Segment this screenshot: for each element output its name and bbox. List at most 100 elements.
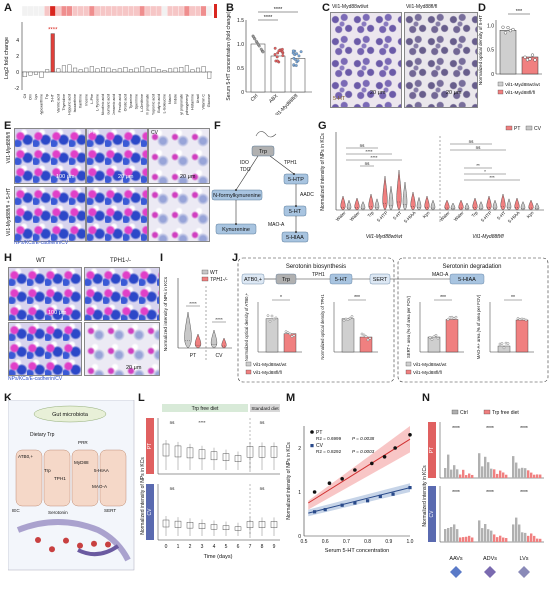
a-bar [106,67,111,73]
n-trp-bar [539,538,542,542]
n-star: **** [520,490,528,496]
j-node-sert-text: SERT [373,277,388,283]
g-violin-cv [374,198,380,211]
l-sig-label: ns [170,486,176,491]
j-enzyme-maoa: MAO-A [432,272,449,278]
k-iec-cell [43,449,71,507]
a-xtick: Sodium propionate [146,94,150,115]
j-point [504,341,508,345]
k-serotonin-dot [63,537,69,544]
b-point [253,37,257,41]
m-cv-point [408,486,412,490]
j-point [430,338,434,341]
g-sig-label: *** [489,175,495,180]
g-violin-pt [382,175,388,211]
f-node-5ht-text: 5-HT [289,209,302,215]
a-bar [128,69,133,73]
n-trp-bar [496,537,499,542]
he-image-wt [330,12,402,108]
g-sig-label: ns [365,161,371,166]
panel-label-a: A [4,2,12,14]
k-serotonin-dot [77,542,83,549]
a-xtick: L-Isoleucine [163,94,167,113]
g-violin-cv [450,202,456,211]
g-violin-cv [416,196,422,211]
j-legend-swatch [245,361,252,367]
b-point [276,59,279,63]
heatmap-cell [105,5,112,17]
m-pt-point [353,468,357,472]
k-serotonin-dot [49,546,55,553]
e-scale-1: 100 μm [56,174,75,180]
m-legend-cv-name: CV [316,443,324,449]
n-trp-bar [527,535,530,542]
j-point [274,316,278,320]
panel-label-l: L [138,392,145,404]
n-trp-bar [533,535,536,542]
heatmap-cell [88,5,95,17]
h-scale-2: 20 μm [126,365,142,371]
m-legend-cv-r2: R2 = 0.8292 [316,449,342,454]
a-bar [61,65,66,73]
l-sig-label: **** [198,420,205,425]
a-bar [184,65,189,73]
e-col-cv: CV [151,130,158,136]
b-point [254,39,258,43]
l-bar-label: Standard diet [251,406,279,411]
a-star: **** [48,28,58,34]
h-tph1-zoom [84,322,160,376]
j-ylabel: SERT+ area (% of area per FOV) [406,295,411,358]
n-row-tag [428,422,436,478]
b-point [299,50,303,54]
l-xtick: 7 [249,544,252,550]
a-bar [117,68,122,73]
g-xtick: 5-HTP [480,210,493,223]
b-star: **** [264,15,273,21]
n-ctrl-bar [518,468,521,478]
b-point [297,54,301,58]
d-point [501,25,505,29]
a-bar [145,68,150,73]
n-ctrl-bar [481,528,484,542]
a-xtick: L-Tyrosine [95,94,99,111]
j-point [446,318,450,321]
c-scale-bar: 20 μm [370,90,386,96]
a-ytick: 0 [16,70,19,76]
i-xtick: CV [216,353,224,359]
m-legend-pt-p: P = 0.0038 [352,436,375,441]
b-ytick: 1.5 [237,18,244,24]
m-xtick: 1.0 [407,539,414,545]
j-point [346,318,350,321]
b-xtick: ABX [268,93,280,105]
k-label-atb: ATB0,+ [18,454,33,459]
heatmap-cell [178,5,185,17]
j-point [436,336,440,340]
heatmap-cell [144,5,151,17]
d-ytick: 1.0 [487,23,494,29]
n-trp-bar [459,474,462,478]
n-row-label: CV [429,510,435,518]
d-point [528,57,532,61]
n-ctrl-bar [447,527,450,542]
n-ctrl-bar [478,520,481,542]
j-point [524,318,528,322]
a-xtick: Ethyl propionate [179,94,183,115]
h-label-wt: WT [36,258,46,264]
j-legend-swatch [405,361,412,367]
n-trp-bar [465,536,468,542]
j-node-5ht-text: 5-HT [335,277,348,283]
i-ylabel: Normalized intensity of NPs in KCs [163,276,169,351]
i-legend-text: WT [210,270,218,276]
g-xtick: Kyn [422,210,431,219]
l-xtick: 4 [213,544,216,550]
m-pt-point [408,433,412,437]
k-liver [77,544,120,557]
e-row-label-2: Vil1-Myd88fl/fl + 5-HT [6,188,12,237]
b-ytick: 0 [241,90,244,96]
g-violin-pt [444,199,450,211]
heatmap-cell [161,5,168,17]
a-xtick: Hippuric acid [68,94,72,115]
h-scale-1: 100 μm [48,310,67,316]
j-star: *** [354,295,360,301]
panel-label-h: H [4,252,12,264]
